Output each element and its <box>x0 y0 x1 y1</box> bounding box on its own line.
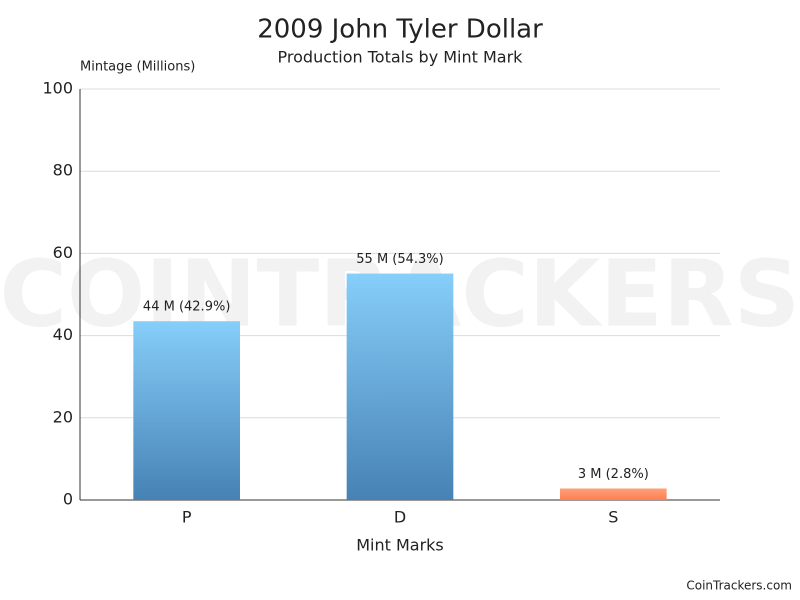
y-axis-title: Mintage (Millions) <box>80 60 195 75</box>
y-tick-label: 80 <box>53 161 73 180</box>
x-tick-label: P <box>182 508 192 527</box>
chart-title: 2009 John Tyler Dollar <box>257 15 543 45</box>
y-tick-label: 40 <box>53 325 73 344</box>
y-tick-label: 20 <box>53 407 73 426</box>
bar <box>347 274 454 500</box>
y-tick-label: 0 <box>63 490 73 509</box>
data-label: 55 M (54.3%) <box>356 252 443 267</box>
bar <box>133 321 240 500</box>
credit: CoinTrackers.com <box>686 579 792 593</box>
data-label: 3 M (2.8%) <box>578 467 649 482</box>
y-tick-label: 100 <box>42 79 73 98</box>
x-axis-title: Mint Marks <box>356 536 444 555</box>
x-tick-label: S <box>608 508 618 527</box>
y-tick-label: 60 <box>53 243 73 262</box>
bar <box>560 488 667 500</box>
x-tick-label: D <box>394 508 406 527</box>
data-label: 44 M (42.9%) <box>143 300 230 315</box>
chart-subtitle: Production Totals by Mint Mark <box>278 48 524 67</box>
